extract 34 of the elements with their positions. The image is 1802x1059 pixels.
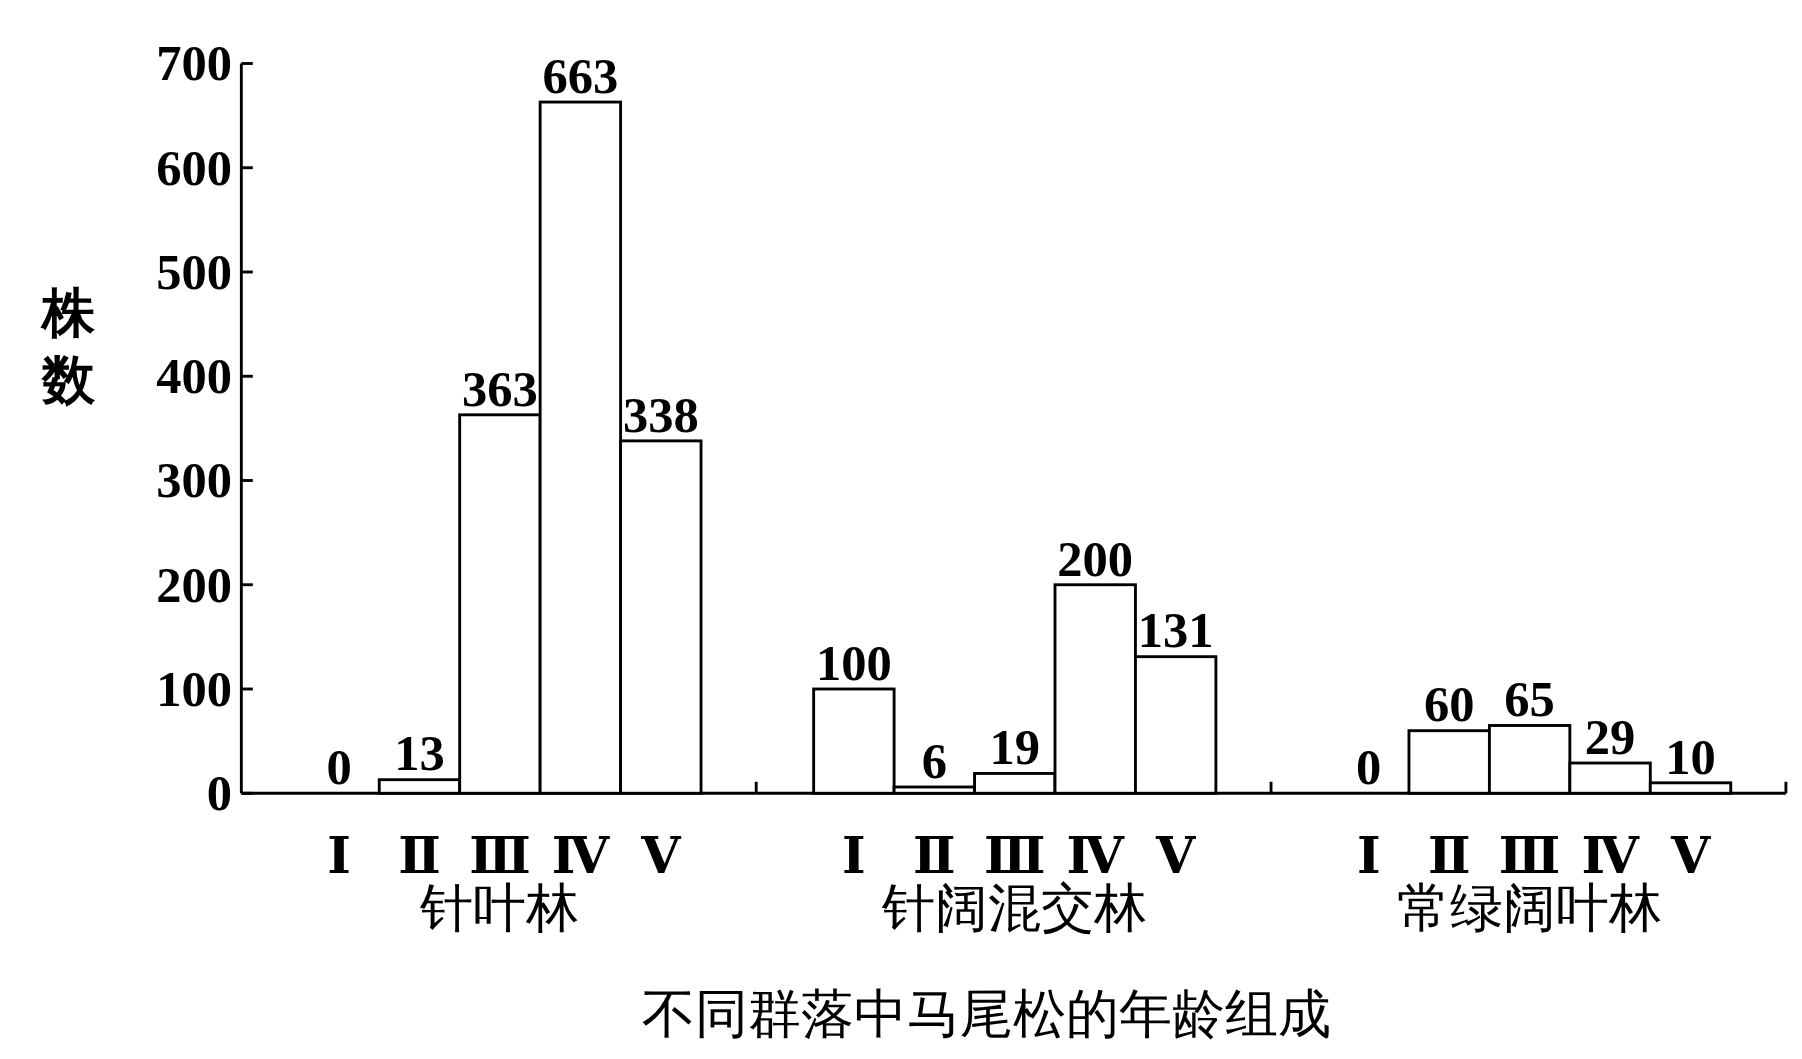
x-tick-label: Ⅰ — [327, 828, 351, 885]
x-tick-label: Ⅴ — [1669, 828, 1711, 885]
data-label: 0 — [1356, 739, 1382, 796]
y-tick-label: 500 — [156, 243, 233, 300]
data-label: 363 — [462, 360, 538, 417]
data-label: 10 — [1665, 728, 1716, 785]
y-tick-label: 400 — [156, 348, 233, 405]
data-label: 200 — [1057, 530, 1134, 587]
data-label: 131 — [1137, 602, 1214, 659]
data-label: 19 — [989, 719, 1041, 776]
y-tick-label: 0 — [206, 765, 233, 822]
data-label: 100 — [815, 634, 892, 691]
data-label: 65 — [1504, 671, 1555, 728]
y-tick-label: 600 — [156, 139, 233, 196]
text: 不同群落中马尾松的年龄组成 — [641, 984, 1331, 1043]
x-tick-label: Ⅰ — [1356, 828, 1381, 885]
data-label: 663 — [542, 47, 619, 104]
x-axis-title: 针阔混交林 — [881, 879, 1148, 938]
y-tick-label: 300 — [156, 452, 233, 509]
x-tick-label: Ⅱ — [398, 828, 441, 885]
y-tick-label: 100 — [156, 661, 233, 717]
x-tick-label: Ⅴ — [1155, 828, 1197, 885]
x-tick-label: Ⅰ — [842, 828, 866, 885]
y-tick-label: 200 — [156, 556, 233, 613]
data-label: 29 — [1584, 708, 1636, 765]
data-label: 60 — [1423, 676, 1475, 733]
y-axis-title: 株数 — [40, 283, 97, 409]
data-label: 6 — [921, 732, 947, 789]
data-label: 13 — [394, 725, 445, 782]
data-label: 338 — [622, 386, 699, 443]
data-label: 0 — [326, 739, 352, 796]
x-tick-label: Ⅴ — [640, 828, 682, 885]
x-axis-title: 常绿阔叶林 — [1397, 879, 1663, 938]
y-tick-label: 700 — [156, 35, 233, 92]
